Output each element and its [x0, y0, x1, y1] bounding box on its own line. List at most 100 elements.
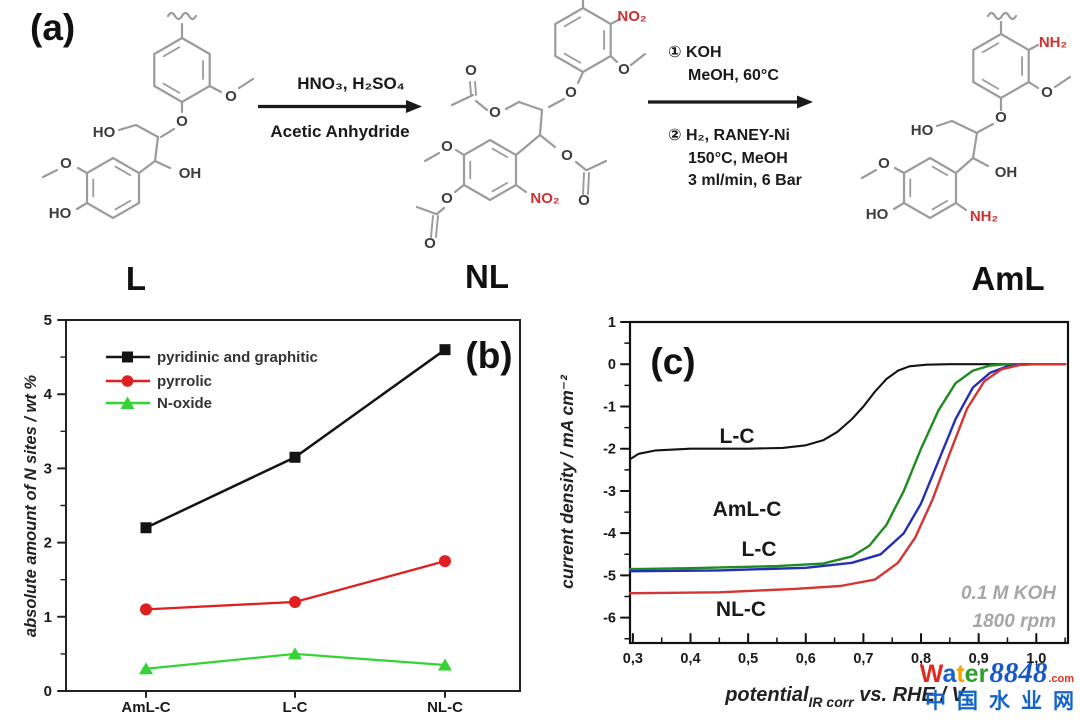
atom-label-nh2: NH₂	[1039, 34, 1067, 51]
bond	[76, 166, 89, 175]
x-tick-label: 0,8	[911, 651, 931, 667]
bond	[1027, 80, 1040, 90]
watermark-brand: Water 8848 .com	[920, 659, 1074, 688]
y-tick-label: -4	[603, 526, 616, 542]
bond	[609, 17, 622, 26]
y-tick-label: -2	[603, 442, 616, 458]
double-bond	[563, 52, 582, 64]
bond	[585, 159, 608, 172]
electrolyte-annotation: 0.1 M KOH	[961, 583, 1057, 604]
legend-marker-square-icon	[122, 351, 133, 363]
polarization-curve-1	[628, 363, 1067, 571]
arrow-head-icon	[797, 95, 813, 109]
curve-label-lc-blue: L-C	[742, 538, 777, 561]
y-tick-label: 1	[608, 315, 616, 331]
bond	[574, 160, 588, 172]
watermark-letter: r	[978, 660, 989, 688]
bond	[504, 100, 521, 111]
data-marker-triangle	[288, 647, 302, 660]
panel-c-chart: 0,3 0,4 0,5 0,6 0,7 0,8 0,9 1,0 1 0 -1 -2 -3 -4 -5 -6 (…	[557, 315, 1070, 710]
data-marker-square	[439, 344, 451, 356]
bond	[892, 201, 906, 211]
legend-marker-triangle-icon	[120, 396, 135, 409]
carbonyl-double-bond	[582, 172, 585, 195]
bond	[450, 93, 475, 107]
y-tick-label: -3	[603, 484, 616, 500]
bond	[153, 159, 172, 170]
double-bond	[981, 42, 1000, 54]
panel-c-y-axis-label: current density / mA cm⁻²	[557, 374, 577, 589]
data-marker-triangle	[438, 658, 452, 671]
panel-b-generated: 0 1 2 3 4 5 AmL-C L-C NL-C	[44, 312, 463, 716]
panel-b-label: (b)	[465, 335, 512, 376]
molecule-l-caption: L	[126, 260, 146, 297]
benzene-ring	[554, 6, 612, 74]
atom-label-o-methoxy: O	[618, 61, 630, 78]
plot-frame	[65, 319, 521, 692]
watermark-chinese-text: 中国水业网	[925, 690, 1080, 713]
double-bond	[491, 147, 509, 159]
bond	[75, 201, 89, 211]
watermark-letter: t	[956, 660, 965, 688]
curve-label-nlc: NL-C	[716, 598, 766, 621]
y-tick-label: 3	[44, 460, 52, 477]
panel-b-y-axis-label: absolute amount of N sites / wt %	[22, 375, 40, 638]
bond	[415, 205, 438, 216]
bond	[629, 52, 647, 67]
y-tick-label: 0	[608, 357, 616, 373]
bond	[517, 100, 544, 112]
bond	[538, 108, 544, 137]
legend-label: N-oxide	[157, 395, 212, 412]
panel-c-label: (c)	[650, 341, 695, 382]
benzene-ring	[462, 138, 518, 202]
atom-label-o-carbonyl: O	[578, 192, 590, 209]
bond	[971, 131, 979, 160]
data-marker-circle	[140, 603, 152, 616]
atom-label-o-methoxy: O	[878, 155, 890, 172]
legend-label: pyridinic and graphitic	[157, 349, 318, 366]
x-tick-label: AmL-C	[121, 699, 170, 716]
bond	[538, 133, 557, 149]
bond	[1053, 75, 1072, 89]
bond	[423, 151, 441, 163]
bond	[514, 183, 528, 194]
molecule-skeletons	[41, 0, 1072, 238]
x-tick-label: L-C	[283, 699, 308, 716]
watermark-letter: W	[919, 660, 943, 688]
atom-label-ho-phenol: HO	[866, 206, 889, 223]
watermark-letter: a	[942, 660, 957, 688]
data-marker-triangle	[139, 662, 153, 675]
atom-label-o-ester: O	[441, 190, 453, 207]
y-tick-label: 0	[44, 683, 52, 700]
reagents-step2-above2: MeOH, 60°C	[688, 67, 779, 84]
x-tick-label: 0,4	[680, 651, 700, 667]
atom-label-o-ether: O	[565, 84, 577, 101]
arrow-head-icon	[406, 100, 422, 113]
atom-label-nh2: NH₂	[970, 208, 998, 225]
bond	[237, 77, 255, 90]
bond	[435, 206, 446, 216]
reagents-step2-below1: ② H₂, RANEY-Ni	[668, 127, 790, 144]
panel-b-legend: pyridinic and graphitic pyrrolic N-oxide	[106, 349, 318, 412]
polymer-cut-squiggle	[986, 11, 1018, 21]
panel-a-label: (a)	[30, 7, 75, 48]
double-bond	[114, 199, 132, 211]
atom-label-oh: OH	[995, 164, 1018, 181]
atom-label-o-carbonyl: O	[465, 62, 477, 79]
atom-label-o-methoxy: O	[225, 88, 237, 105]
bond	[208, 84, 223, 94]
atom-label-o-ether: O	[176, 113, 188, 130]
x-tick-label: 1,0	[1026, 651, 1046, 667]
x-tick-label: 0,5	[738, 651, 758, 667]
double-bond	[931, 165, 949, 177]
carbonyl-double-bond	[474, 81, 477, 96]
atom-label-no2: NO₂	[530, 190, 559, 207]
atom-label-ho: HO	[911, 122, 934, 139]
panel-b-chart: 0 1 2 3 4 5 AmL-C L-C NL-C (b) absolute amount o…	[22, 312, 521, 716]
reaction-arrow-1: HNO₃, H₂SO₄ Acetic Anhydride	[258, 74, 422, 141]
double-bond	[563, 16, 582, 28]
atom-label-o-ether: O	[995, 109, 1007, 126]
bond	[1027, 43, 1040, 52]
panel-c-x-axis-label: potentialIR corr vs. RHE / V	[724, 684, 966, 710]
